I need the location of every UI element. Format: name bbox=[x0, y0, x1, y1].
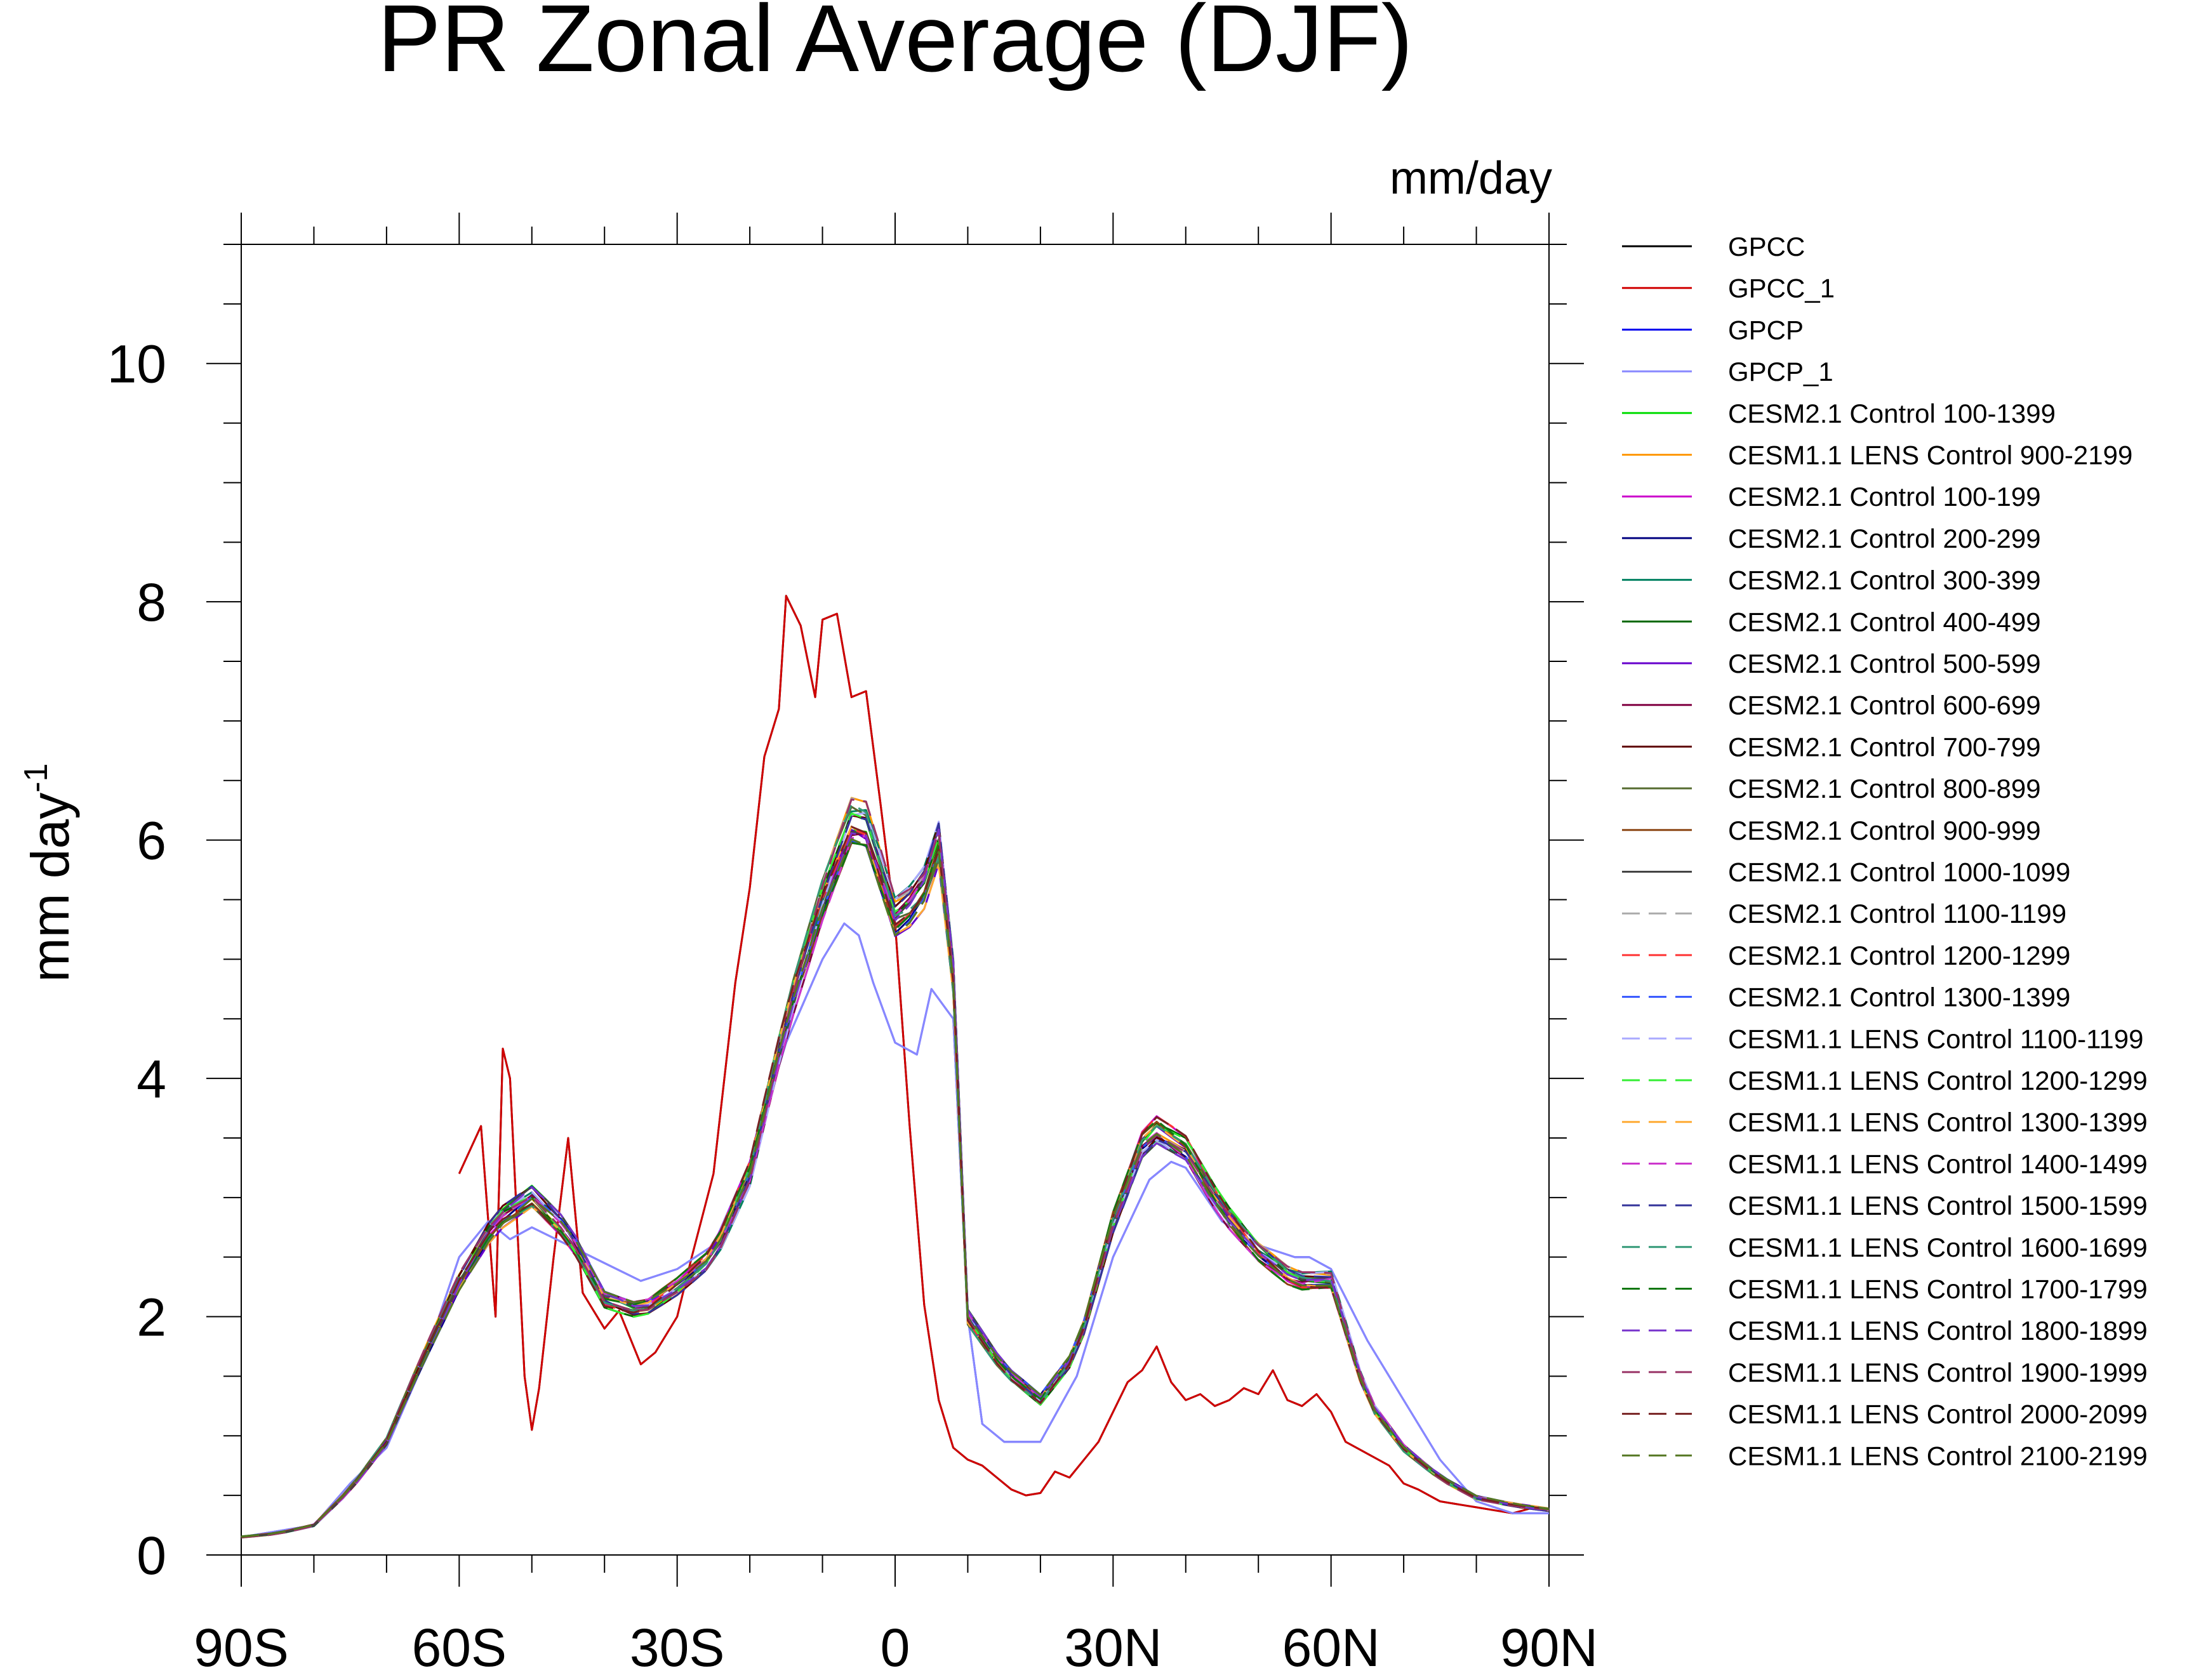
y-axis-label: mm day-1 bbox=[18, 764, 80, 982]
legend-label: GPCP_1 bbox=[1728, 357, 1833, 387]
x-tick-label: 60S bbox=[412, 1618, 507, 1677]
x-tick-label: 30N bbox=[1064, 1618, 1162, 1677]
series-line bbox=[458, 595, 1550, 1514]
series-line bbox=[241, 840, 1550, 1538]
legend-label: CESM2.1 Control 500-599 bbox=[1728, 649, 2041, 678]
legend-label: CESM2.1 Control 1000-1099 bbox=[1728, 857, 2070, 887]
chart-title: PR Zonal Average (DJF) bbox=[377, 0, 1413, 91]
x-tick-label: 90S bbox=[194, 1618, 288, 1677]
legend-label: GPCC_1 bbox=[1728, 274, 1835, 303]
legend-label: CESM2.1 Control 700-799 bbox=[1728, 732, 2041, 762]
series-line bbox=[241, 812, 1550, 1538]
legend-label: CESM1.1 LENS Control 2000-2099 bbox=[1728, 1399, 2148, 1429]
legend-label: CESM2.1 Control 1200-1299 bbox=[1728, 941, 2070, 970]
units-label: mm/day bbox=[1390, 153, 1552, 204]
legend-label: CESM1.1 LENS Control 1600-1699 bbox=[1728, 1233, 2148, 1262]
series-line bbox=[241, 816, 1550, 1538]
legend-label: CESM1.1 LENS Control 1300-1399 bbox=[1728, 1108, 2148, 1137]
legend-label: CESM2.1 Control 400-499 bbox=[1728, 607, 2041, 637]
series-line bbox=[241, 842, 1550, 1538]
legend-label: CESM2.1 Control 200-299 bbox=[1728, 524, 2041, 553]
series-line bbox=[241, 826, 1550, 1538]
legend: GPCC GPCC_1 GPCP GPCP_1 CESM2.1 Control 100-… bbox=[1622, 232, 2148, 1471]
legend-label: CESM2.1 Control 1300-1399 bbox=[1728, 982, 2070, 1012]
legend-label: CESM1.1 LENS Control 1400-1499 bbox=[1728, 1149, 2148, 1179]
series-line bbox=[241, 838, 1550, 1538]
series-line bbox=[241, 839, 1550, 1538]
series-line bbox=[241, 828, 1550, 1538]
legend-label: CESM2.1 Control 100-1399 bbox=[1728, 399, 2056, 428]
legend-label: CESM2.1 Control 800-899 bbox=[1728, 774, 2041, 804]
y-tick-label: 4 bbox=[136, 1049, 166, 1109]
y-tick-label: 10 bbox=[107, 334, 166, 394]
y-tick-label: 6 bbox=[136, 811, 166, 871]
series-line bbox=[458, 595, 1550, 1514]
series-lines bbox=[241, 595, 1550, 1539]
x-tick-label: 90N bbox=[1500, 1618, 1598, 1677]
legend-label: CESM1.1 LENS Control 1500-1599 bbox=[1728, 1191, 2148, 1220]
y-axis-label-superscript: -1 bbox=[18, 764, 55, 793]
x-tick-label: 60N bbox=[1282, 1618, 1380, 1677]
series-line bbox=[241, 825, 1550, 1538]
y-tick-label: 8 bbox=[136, 572, 166, 632]
legend-label: CESM1.1 LENS Control 1900-1999 bbox=[1728, 1358, 2148, 1387]
legend-label: CESM1.1 LENS Control 1700-1799 bbox=[1728, 1274, 2148, 1304]
y-axis-label-main: mm day bbox=[20, 793, 80, 982]
y-tick-label: 2 bbox=[136, 1288, 166, 1347]
legend-label: CESM2.1 Control 300-399 bbox=[1728, 566, 2041, 595]
legend-label: CESM2.1 Control 900-999 bbox=[1728, 816, 2041, 845]
legend-label: CESM1.1 LENS Control 1800-1899 bbox=[1728, 1316, 2148, 1346]
series-line bbox=[241, 798, 1550, 1538]
y-tick-label: 0 bbox=[136, 1526, 166, 1585]
legend-label: CESM2.1 Control 100-199 bbox=[1728, 482, 2041, 512]
legend-label: CESM1.1 LENS Control 2100-2199 bbox=[1728, 1441, 2148, 1471]
legend-label: CESM2.1 Control 1100-1199 bbox=[1728, 899, 2066, 929]
series-line bbox=[241, 842, 1550, 1538]
legend-label: GPCC bbox=[1728, 232, 1805, 261]
x-tick-label: 30S bbox=[630, 1618, 724, 1677]
legend-label: GPCP bbox=[1728, 315, 1804, 345]
x-tick-label: 0 bbox=[881, 1618, 910, 1677]
axes: 90S 60S 30S 0 30N 60N 90N 0 2 4 6 8 10 bbox=[107, 213, 1598, 1677]
legend-label: CESM1.1 LENS Control 1200-1299 bbox=[1728, 1066, 2148, 1095]
series-line bbox=[241, 803, 1550, 1538]
legend-label: CESM1.1 LENS Control 1100-1199 bbox=[1728, 1024, 2143, 1054]
legend-label: CESM1.1 LENS Control 900-2199 bbox=[1728, 440, 2132, 470]
legend-label: CESM2.1 Control 600-699 bbox=[1728, 691, 2041, 720]
